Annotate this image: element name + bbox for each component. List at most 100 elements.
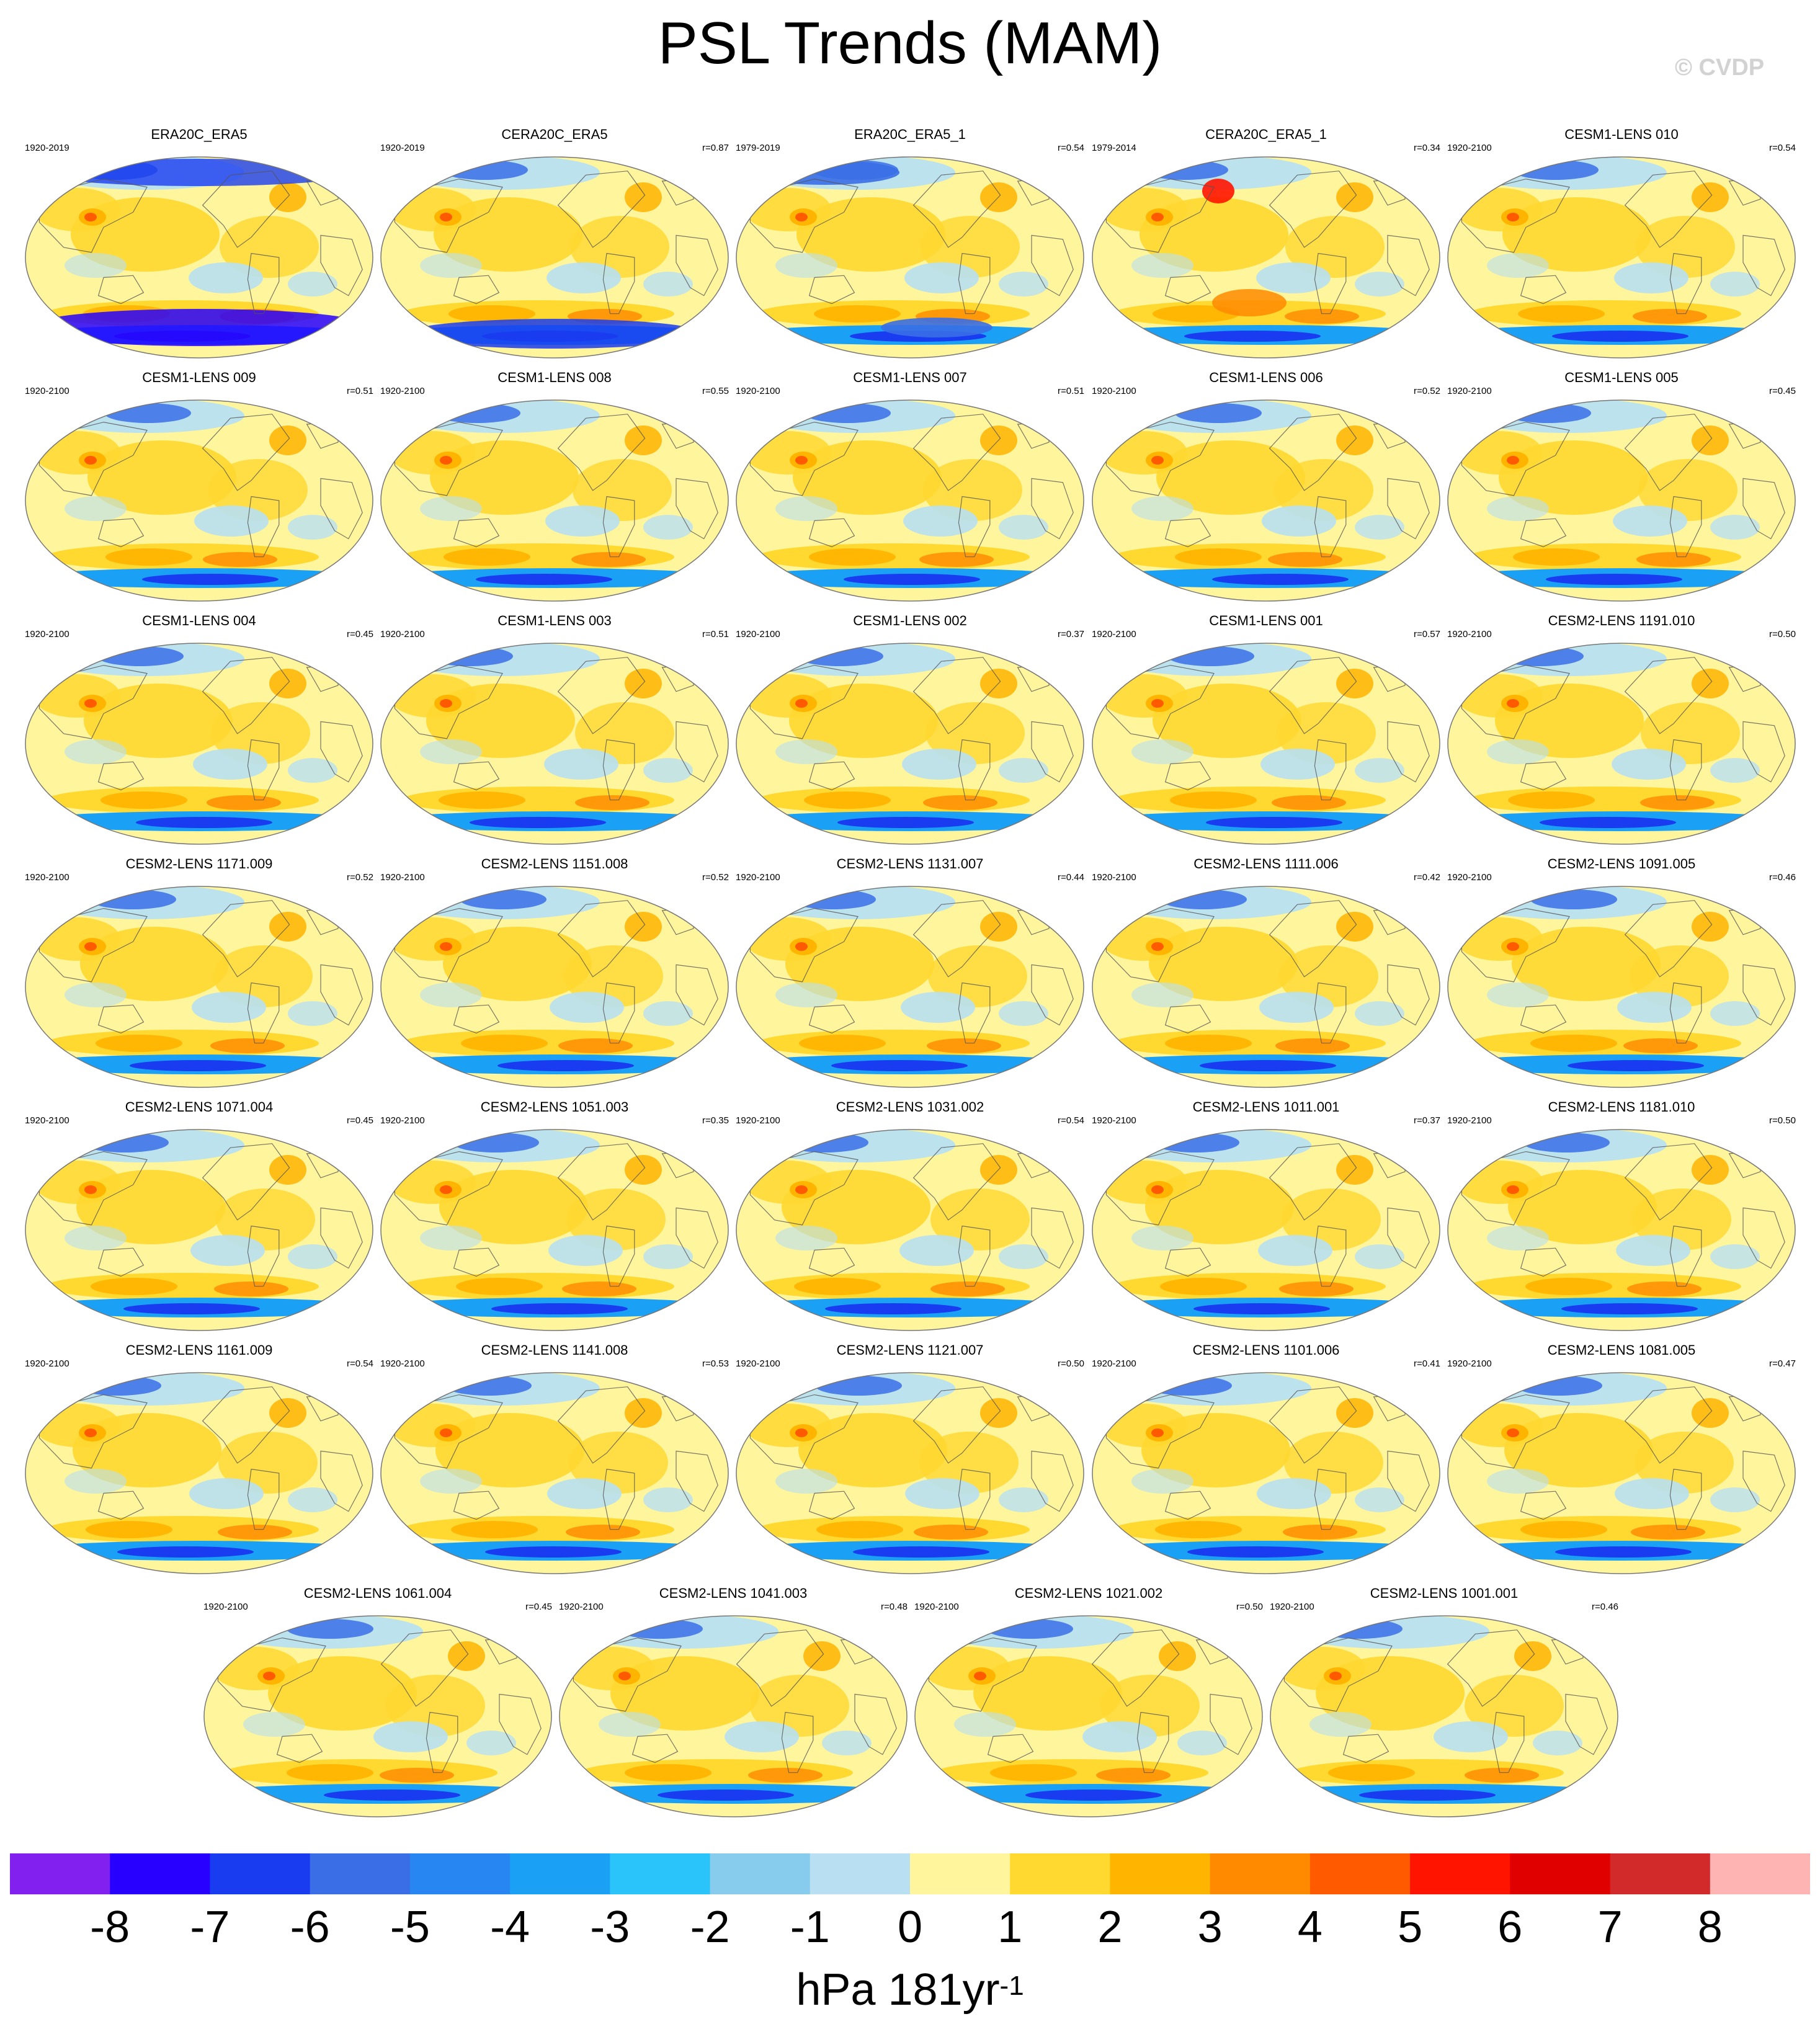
panel-period: 1920-2100 xyxy=(25,386,69,396)
panel-title: CERA20C_ERA5 xyxy=(501,127,608,142)
colorbar-tick-label: -5 xyxy=(390,1902,430,1952)
map-globe xyxy=(25,643,373,845)
map-globe xyxy=(1092,399,1440,602)
panel-period: 1920-2100 xyxy=(1447,386,1492,396)
colorbar-tick-label: 1 xyxy=(997,1902,1023,1952)
map-globe xyxy=(380,643,729,845)
panel-correlation: r=0.52 xyxy=(702,872,729,883)
colorbar-swatch xyxy=(110,1853,211,1894)
cvdp-credit: © CVDP xyxy=(1675,55,1765,81)
panel-correlation: r=0.51 xyxy=(347,386,373,396)
panel-period: 1920-2100 xyxy=(380,629,425,640)
panel-title: CESM2-LENS 1091.005 xyxy=(1547,856,1696,871)
panel-period: 1920-2100 xyxy=(736,386,780,396)
panel-correlation: r=0.45 xyxy=(525,1602,552,1612)
map-panel: CESM1-LENS 007 1920-2100 r=0.51 xyxy=(732,370,1088,604)
map-panel: ERA20C_ERA5_1 1979-2019 r=0.54 xyxy=(732,127,1088,361)
panel-period: 1920-2100 xyxy=(736,1358,780,1369)
panel-period: 1920-2100 xyxy=(25,1115,69,1126)
colorbar-swatch xyxy=(1410,1853,1510,1894)
colorbar-tick-label: -8 xyxy=(90,1902,130,1952)
panel-correlation: r=0.44 xyxy=(1058,872,1084,883)
map-globe xyxy=(380,156,729,359)
colorbar-tick-label: -1 xyxy=(790,1902,830,1952)
map-panel: CESM1-LENS 003 1920-2100 r=0.51 xyxy=(377,613,733,847)
panel-period: 1920-2100 xyxy=(736,629,780,640)
panel-correlation: r=0.34 xyxy=(1414,143,1440,153)
panel-correlation: r=0.50 xyxy=(1058,1358,1084,1369)
map-globe xyxy=(25,156,373,359)
panel-correlation: r=0.50 xyxy=(1236,1602,1263,1612)
colorbar-tick-label: 5 xyxy=(1398,1902,1423,1952)
panel-period: 1920-2100 xyxy=(559,1602,604,1612)
map-panel: CESM2-LENS 1011.001 1920-2100 r=0.37 xyxy=(1088,1099,1444,1334)
panel-title: CESM2-LENS 1061.004 xyxy=(303,1585,452,1601)
map-globe xyxy=(736,399,1084,602)
colorbar-swatch xyxy=(710,1853,811,1894)
panel-period: 1920-2100 xyxy=(203,1602,248,1612)
map-panel: CESM2-LENS 1181.010 1920-2100 r=0.50 xyxy=(1443,1099,1800,1334)
map-globe xyxy=(25,1129,373,1331)
map-globe xyxy=(736,156,1084,359)
colorbar-tick-label: -3 xyxy=(590,1902,630,1952)
map-panel: CESM1-LENS 009 1920-2100 r=0.51 xyxy=(21,370,377,604)
map-globe xyxy=(380,1372,729,1574)
figure-title: PSL Trends (MAM) xyxy=(658,10,1162,76)
map-globe xyxy=(1092,156,1440,359)
map-globe xyxy=(1092,1372,1440,1574)
colorbar-tick-labels: -8 -7 -6 -5 -4 -3 -2 -1 0 1 2 3 4 5 6 7 8 xyxy=(0,1901,1820,1956)
panel-correlation: r=0.45 xyxy=(347,629,373,640)
panel-title: CESM1-LENS 003 xyxy=(497,613,612,628)
panel-period: 1920-2100 xyxy=(25,872,69,883)
map-panel: CESM2-LENS 1171.009 1920-2100 r=0.52 xyxy=(21,856,377,1090)
panel-correlation: r=0.45 xyxy=(347,1115,373,1126)
panel-period: 1979-2019 xyxy=(736,143,780,153)
map-globe xyxy=(1092,1129,1440,1331)
panel-correlation: r=0.50 xyxy=(1769,1115,1796,1126)
panel-period: 1920-2100 xyxy=(25,629,69,640)
map-panel: CERA20C_ERA5 1920-2019 r=0.87 xyxy=(377,127,733,361)
panel-title: CESM1-LENS 006 xyxy=(1209,370,1323,385)
panel-correlation: r=0.37 xyxy=(1414,1115,1440,1126)
panel-title: CESM2-LENS 1161.009 xyxy=(125,1342,273,1358)
map-globe xyxy=(736,1129,1084,1331)
panel-correlation: r=0.54 xyxy=(1058,143,1084,153)
panel-correlation: r=0.41 xyxy=(1414,1358,1440,1369)
panel-period: 1920-2100 xyxy=(380,1358,425,1369)
map-globe xyxy=(1447,1372,1796,1574)
colorbar-swatch xyxy=(409,1853,511,1894)
panel-title: CESM2-LENS 1011.001 xyxy=(1192,1099,1340,1115)
panel-title: CESM2-LENS 1051.003 xyxy=(480,1099,629,1115)
panel-correlation: r=0.53 xyxy=(702,1358,729,1369)
panel-correlation: r=0.52 xyxy=(347,872,373,883)
panel-period: 1920-2100 xyxy=(380,1115,425,1126)
panel-title: ERA20C_ERA5_1 xyxy=(854,127,966,142)
map-panel: CESM2-LENS 1081.005 1920-2100 r=0.47 xyxy=(1443,1342,1800,1577)
panel-period: 1920-2100 xyxy=(1447,1358,1492,1369)
panel-title: CESM1-LENS 009 xyxy=(142,370,256,385)
colorbar-swatch xyxy=(910,1853,1010,1894)
panel-correlation: r=0.46 xyxy=(1592,1602,1618,1612)
panel-title: CESM2-LENS 1041.003 xyxy=(659,1585,808,1601)
panel-period: 1920-2100 xyxy=(1447,143,1492,153)
colorbar-swatch xyxy=(310,1853,411,1894)
map-panel: CESM2-LENS 1141.008 1920-2100 r=0.53 xyxy=(377,1342,733,1577)
units-text: hPa 181yr xyxy=(796,1965,1000,2015)
map-panel: CESM2-LENS 1041.003 1920-2100 r=0.48 xyxy=(555,1585,911,1820)
colorbar-tick-label: 4 xyxy=(1297,1902,1323,1952)
map-globe xyxy=(380,886,729,1088)
panel-correlation: r=0.54 xyxy=(347,1358,373,1369)
panel-correlation: r=0.87 xyxy=(702,143,729,153)
colorbar-tick-label: 3 xyxy=(1197,1902,1223,1952)
panel-title: CESM2-LENS 1111.006 xyxy=(1193,856,1339,871)
map-globe xyxy=(380,1129,729,1331)
panel-title: CESM2-LENS 1181.010 xyxy=(1548,1099,1695,1115)
map-panel: CESM2-LENS 1061.004 1920-2100 r=0.45 xyxy=(200,1585,556,1820)
map-globe xyxy=(559,1615,908,1817)
colorbar-swatch xyxy=(1010,1853,1111,1894)
colorbar-tick-label: 6 xyxy=(1497,1902,1523,1952)
map-panel: CESM2-LENS 1161.009 1920-2100 r=0.54 xyxy=(21,1342,377,1577)
panel-title: CESM2-LENS 1001.001 xyxy=(1370,1585,1519,1601)
colorbar-tick-label: -6 xyxy=(290,1902,330,1952)
colorbar-swatch xyxy=(1510,1853,1611,1894)
